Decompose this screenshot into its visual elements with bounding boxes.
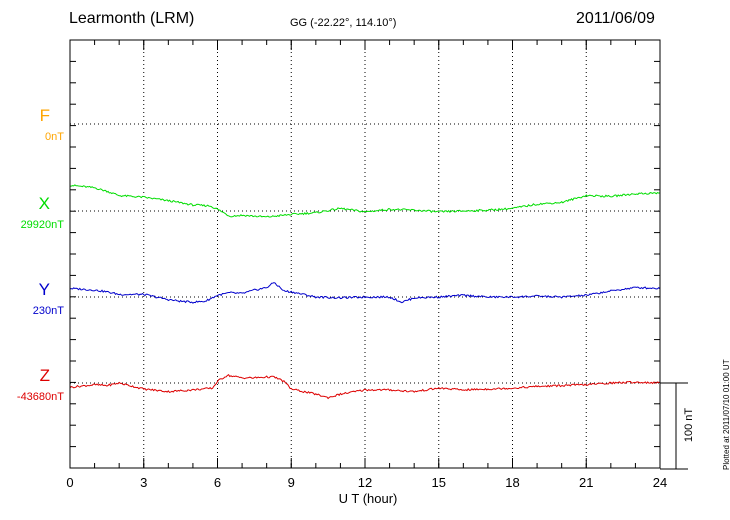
x-tick-label: 6	[214, 475, 221, 490]
coordinates-label: GG (-22.22°, 114.10°)	[290, 17, 397, 29]
x-tick-label: 21	[579, 475, 593, 490]
plot-frame	[69, 39, 661, 469]
series-line-y	[69, 282, 661, 304]
x-tick-label: 3	[140, 475, 147, 490]
x-tick-label: 15	[432, 475, 446, 490]
date-label: 2011/06/09	[576, 10, 655, 27]
component-x-letter: X	[38, 194, 50, 213]
scale-bar-label: 100 nT	[683, 408, 695, 443]
station-title: Learmonth (LRM)	[69, 10, 195, 27]
component-y-baseline: 230nT	[32, 305, 64, 317]
x-tick-label: 24	[653, 475, 667, 490]
x-tick-label: 18	[505, 475, 519, 490]
x-tick-label: 12	[358, 475, 372, 490]
component-y-letter: Y	[38, 280, 50, 299]
x-tick-labels: 0 3 6 9 12 15 18 21 24	[66, 475, 667, 490]
x-tick-label: 9	[288, 475, 295, 490]
series-line-z	[69, 374, 661, 400]
component-z-baseline: -43680nT	[16, 391, 64, 403]
series-line-x	[70, 184, 661, 218]
plotted-note: Plotted at 2011/07/10 01:00 UT	[722, 359, 730, 470]
x-axis-label: U T (hour)	[339, 491, 398, 506]
x-tick-label: 0	[66, 475, 73, 490]
component-f-letter: F	[39, 106, 50, 125]
component-z-letter: Z	[39, 366, 50, 385]
component-x-baseline: 29920nT	[20, 219, 64, 231]
component-f-baseline: 0nT	[45, 131, 64, 143]
scale-bar	[660, 382, 688, 470]
data-series	[69, 184, 661, 400]
grid-lines	[70, 40, 660, 468]
